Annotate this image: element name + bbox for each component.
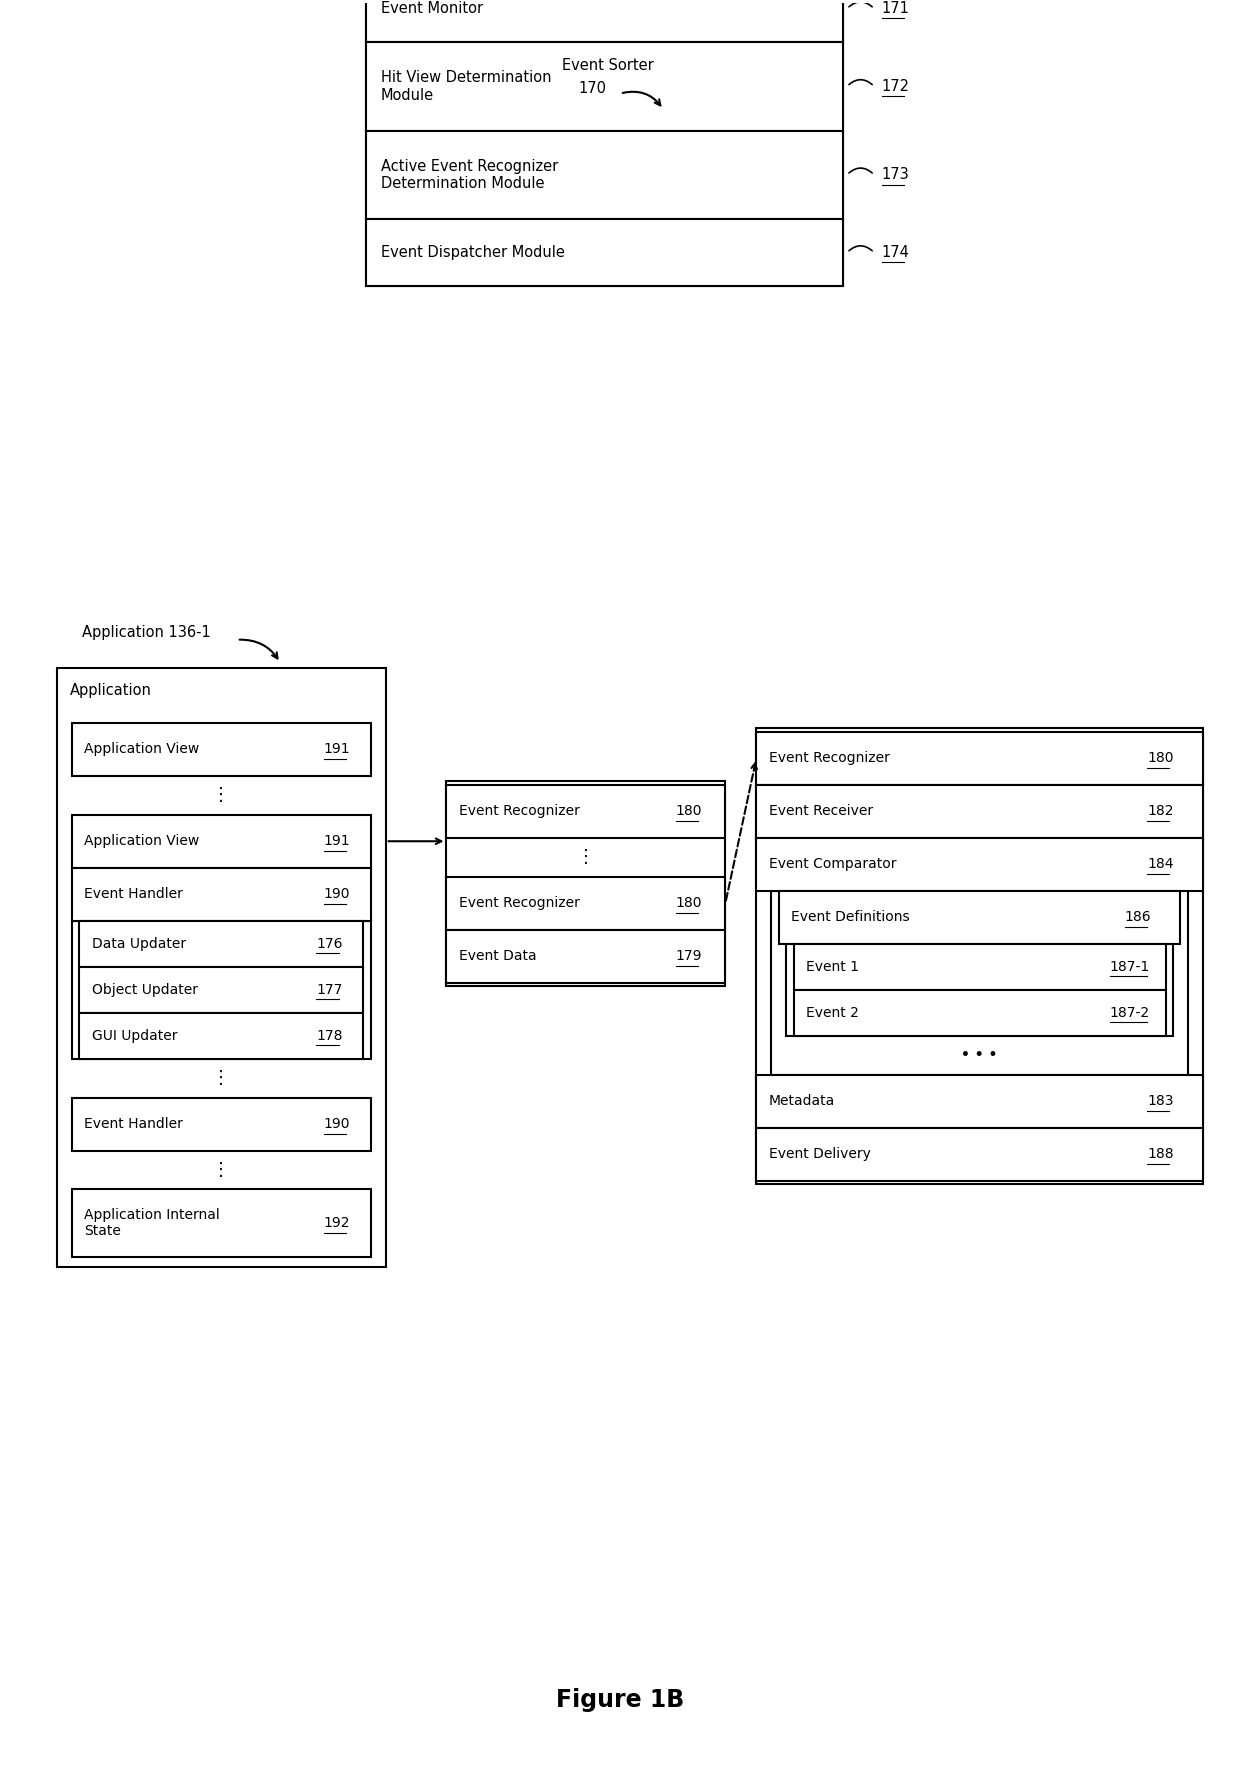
Bar bbox=[72, 1190, 371, 1257]
Text: ⋮: ⋮ bbox=[212, 1162, 231, 1179]
FancyArrowPatch shape bbox=[239, 639, 278, 659]
Bar bbox=[794, 990, 1166, 1036]
FancyArrowPatch shape bbox=[388, 838, 441, 845]
Text: Object Updater: Object Updater bbox=[92, 983, 197, 997]
Text: 177: 177 bbox=[316, 983, 342, 997]
Bar bbox=[756, 1075, 1203, 1128]
Text: 178: 178 bbox=[316, 1029, 342, 1043]
Bar bbox=[756, 728, 1203, 1185]
Text: 183: 183 bbox=[1147, 1094, 1173, 1109]
Text: Application Internal
State: Application Internal State bbox=[84, 1208, 219, 1238]
Text: Event Data: Event Data bbox=[459, 949, 537, 963]
Text: 180: 180 bbox=[676, 896, 702, 910]
Bar bbox=[446, 781, 725, 986]
Text: 171: 171 bbox=[882, 2, 909, 16]
Text: 180: 180 bbox=[1147, 751, 1173, 765]
Text: Data Updater: Data Updater bbox=[92, 937, 186, 951]
FancyArrowPatch shape bbox=[849, 246, 872, 251]
Text: 182: 182 bbox=[1147, 804, 1173, 818]
Text: 186: 186 bbox=[1125, 910, 1151, 924]
Text: Metadata: Metadata bbox=[769, 1094, 835, 1109]
Text: 184: 184 bbox=[1147, 857, 1173, 871]
Text: 170: 170 bbox=[579, 81, 606, 96]
Bar bbox=[79, 921, 363, 967]
Bar bbox=[72, 1098, 371, 1151]
Text: Event 1: Event 1 bbox=[806, 960, 859, 974]
Bar bbox=[79, 1013, 363, 1059]
Bar bbox=[446, 930, 725, 983]
Text: Event Monitor: Event Monitor bbox=[381, 2, 482, 16]
Bar bbox=[72, 723, 371, 776]
Bar bbox=[786, 944, 1173, 1036]
Bar bbox=[756, 785, 1203, 838]
Text: Application View: Application View bbox=[84, 742, 200, 756]
Bar bbox=[366, 131, 843, 220]
Bar bbox=[366, 0, 843, 287]
FancyArrowPatch shape bbox=[622, 92, 661, 106]
Bar bbox=[72, 921, 371, 1059]
FancyArrowPatch shape bbox=[849, 2, 872, 7]
Text: 191: 191 bbox=[324, 834, 350, 848]
Text: Application: Application bbox=[69, 682, 151, 698]
Bar bbox=[72, 815, 371, 868]
Text: 191: 191 bbox=[324, 742, 350, 756]
Bar bbox=[756, 1128, 1203, 1181]
Text: ⋮: ⋮ bbox=[212, 786, 231, 804]
Text: • • •: • • • bbox=[961, 1048, 998, 1063]
Text: 188: 188 bbox=[1147, 1148, 1173, 1162]
Bar bbox=[366, 220, 843, 287]
Text: Event Handler: Event Handler bbox=[84, 1118, 184, 1132]
Text: Event Recognizer: Event Recognizer bbox=[769, 751, 889, 765]
Bar bbox=[72, 868, 371, 921]
Bar bbox=[57, 668, 386, 1268]
Bar bbox=[446, 785, 725, 838]
Bar bbox=[366, 43, 843, 131]
Text: 190: 190 bbox=[324, 887, 350, 901]
Text: 174: 174 bbox=[882, 244, 909, 260]
Text: 192: 192 bbox=[324, 1217, 350, 1231]
FancyArrowPatch shape bbox=[849, 80, 872, 85]
Text: 179: 179 bbox=[676, 949, 702, 963]
Text: GUI Updater: GUI Updater bbox=[92, 1029, 177, 1043]
Text: Figure 1B: Figure 1B bbox=[556, 1688, 684, 1713]
Bar bbox=[756, 731, 1203, 785]
Bar bbox=[79, 967, 363, 1013]
Text: 173: 173 bbox=[882, 168, 909, 182]
Text: Event 2: Event 2 bbox=[806, 1006, 859, 1020]
Text: Event Delivery: Event Delivery bbox=[769, 1148, 870, 1162]
Text: Event Definitions: Event Definitions bbox=[791, 910, 910, 924]
Text: Application View: Application View bbox=[84, 834, 200, 848]
Text: Event Recognizer: Event Recognizer bbox=[459, 804, 579, 818]
Bar bbox=[366, 0, 843, 43]
Text: 190: 190 bbox=[324, 1118, 350, 1132]
Text: 187-1: 187-1 bbox=[1110, 960, 1149, 974]
Text: Application 136-1: Application 136-1 bbox=[82, 625, 211, 639]
Text: Event Handler: Event Handler bbox=[84, 887, 184, 901]
Text: Event Recognizer: Event Recognizer bbox=[459, 896, 579, 910]
Text: ⋮: ⋮ bbox=[577, 848, 595, 866]
Text: 172: 172 bbox=[882, 80, 910, 94]
Text: Active Event Recognizer
Determination Module: Active Event Recognizer Determination Mo… bbox=[381, 159, 558, 191]
Bar bbox=[771, 891, 1188, 1075]
Text: Event Sorter: Event Sorter bbox=[562, 58, 653, 73]
Text: 180: 180 bbox=[676, 804, 702, 818]
Bar bbox=[794, 944, 1166, 990]
Text: 187-2: 187-2 bbox=[1110, 1006, 1149, 1020]
Bar bbox=[779, 891, 1180, 944]
Text: 176: 176 bbox=[316, 937, 342, 951]
Text: Event Dispatcher Module: Event Dispatcher Module bbox=[381, 244, 564, 260]
Text: ⋮: ⋮ bbox=[212, 1070, 231, 1087]
Text: Event Comparator: Event Comparator bbox=[769, 857, 897, 871]
Text: Event Receiver: Event Receiver bbox=[769, 804, 873, 818]
Bar bbox=[756, 838, 1203, 891]
Text: Hit View Determination
Module: Hit View Determination Module bbox=[381, 71, 552, 103]
FancyArrowPatch shape bbox=[849, 168, 872, 174]
Bar bbox=[446, 877, 725, 930]
